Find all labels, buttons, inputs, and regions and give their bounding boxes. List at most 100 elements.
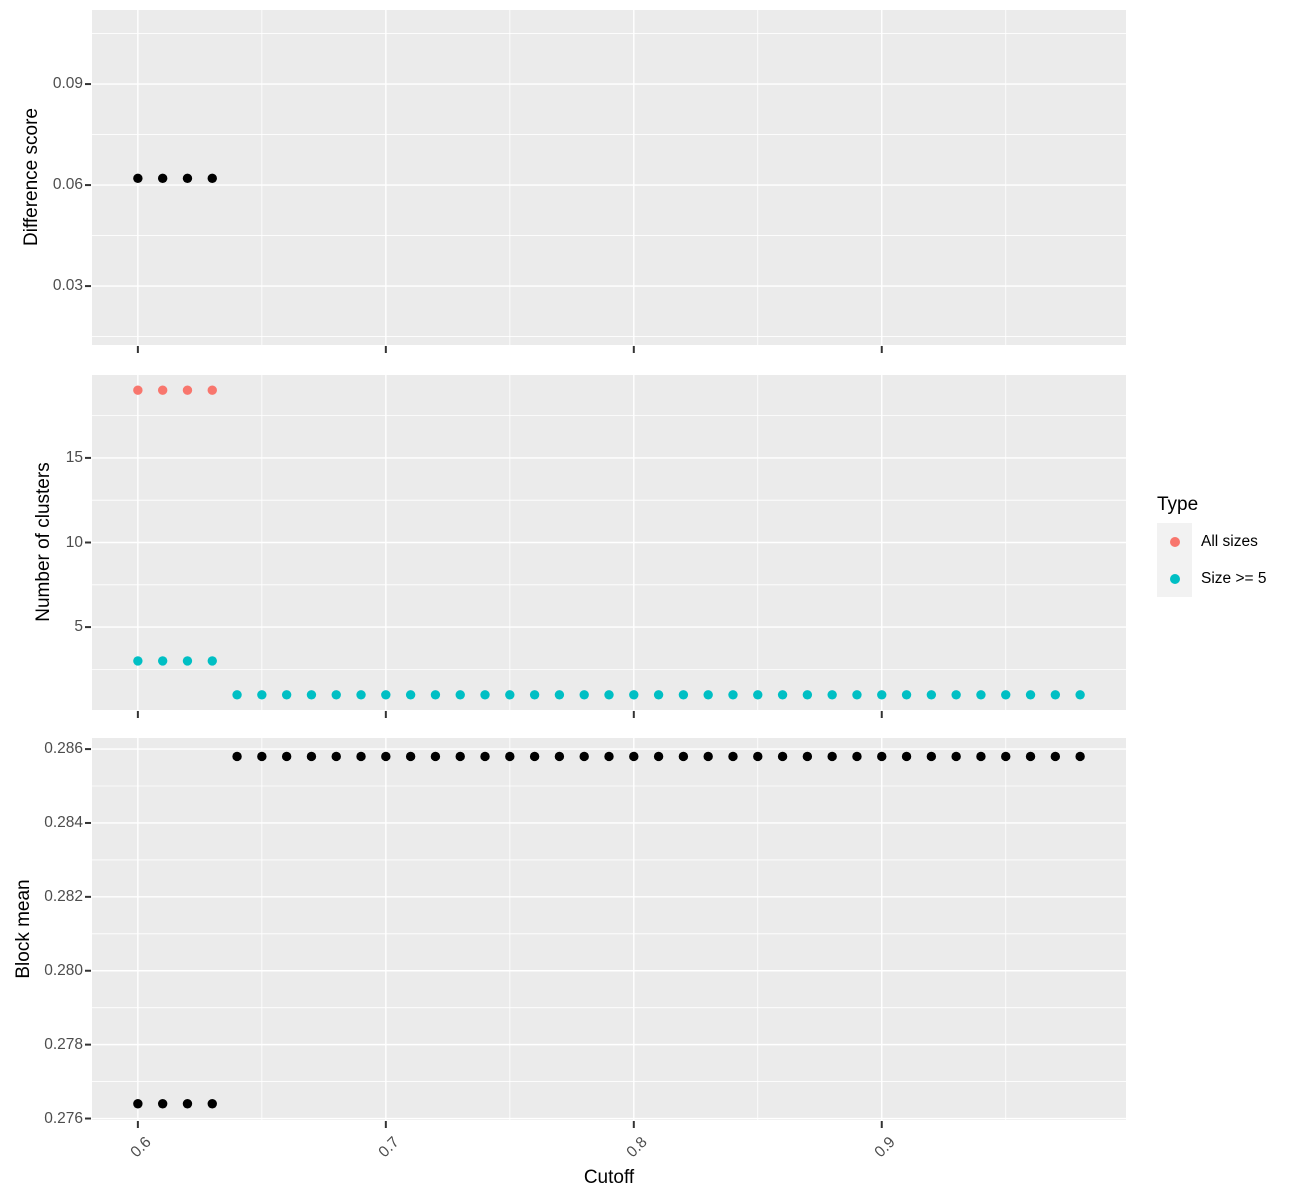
data-point <box>133 385 143 395</box>
data-point <box>430 751 441 762</box>
data-point <box>802 690 813 700</box>
x-axis-title: Cutoff <box>583 1167 635 1188</box>
data-point <box>281 690 292 700</box>
y-tick-label: 0.276 <box>44 1109 83 1127</box>
data-point <box>405 690 416 700</box>
data-point <box>1001 690 1011 700</box>
data-point <box>852 690 862 700</box>
data-point <box>133 656 143 666</box>
data-point <box>480 690 490 700</box>
data-point <box>753 751 763 762</box>
y-tick-label: 0.286 <box>44 740 83 758</box>
data-point <box>728 690 738 700</box>
data-point <box>1050 690 1061 700</box>
data-point <box>753 690 763 700</box>
data-point <box>1050 751 1061 762</box>
legend-item-size-ge-5: Size >= 5 <box>1157 560 1267 597</box>
data-point <box>207 173 217 184</box>
data-point <box>579 751 589 762</box>
data-point <box>653 751 664 762</box>
data-point <box>207 1099 217 1109</box>
data-point <box>678 690 689 700</box>
data-point <box>1025 690 1036 700</box>
data-point <box>232 690 242 700</box>
data-point <box>901 751 912 762</box>
y-tick-label: 15 <box>65 448 83 466</box>
data-point <box>430 690 441 700</box>
y-tick-label: 0.03 <box>52 277 83 295</box>
data-point <box>281 751 292 762</box>
data-point <box>157 385 168 395</box>
data-point <box>703 751 713 762</box>
data-point <box>951 751 961 762</box>
data-point <box>976 690 986 700</box>
data-point <box>381 751 391 762</box>
data-point <box>157 656 168 666</box>
y-tick-label: 10 <box>65 533 83 551</box>
data-point <box>703 690 713 700</box>
y-tick-label: 0.278 <box>44 1035 83 1053</box>
legend-dot-size-ge-5 <box>1169 573 1180 584</box>
legend-key <box>1157 560 1192 597</box>
data-point <box>207 385 217 395</box>
data-point <box>604 690 614 700</box>
data-point <box>505 751 515 762</box>
data-point <box>455 690 465 700</box>
data-point <box>802 751 813 762</box>
data-point <box>926 690 937 700</box>
legend: Type All sizes Size >= 5 <box>1157 494 1267 597</box>
data-point <box>157 173 168 184</box>
data-point <box>554 690 565 700</box>
data-point <box>579 690 589 700</box>
data-point <box>182 1099 193 1109</box>
data-point <box>157 1099 168 1109</box>
legend-label-size-ge-5: Size >= 5 <box>1201 569 1267 587</box>
data-point <box>182 385 193 395</box>
legend-key <box>1157 523 1192 560</box>
data-point <box>976 751 986 762</box>
data-point <box>306 751 317 762</box>
data-point <box>133 173 143 184</box>
data-point <box>257 690 267 700</box>
data-point <box>257 751 267 762</box>
data-point <box>182 656 193 666</box>
data-point <box>1075 690 1085 700</box>
data-point <box>1075 751 1085 762</box>
legend-label-all-sizes: All sizes <box>1201 532 1258 550</box>
data-point <box>529 751 540 762</box>
y-tick-label: 0.280 <box>44 961 83 979</box>
data-point <box>827 690 837 700</box>
data-point <box>554 751 565 762</box>
data-point <box>827 751 837 762</box>
legend-item-all-sizes: All sizes <box>1157 523 1267 560</box>
panel-bg-2 <box>92 738 1126 1120</box>
data-point <box>877 690 887 700</box>
data-point <box>1001 751 1011 762</box>
data-point <box>529 690 540 700</box>
data-point <box>678 751 689 762</box>
data-point <box>455 751 465 762</box>
y-tick-label: 5 <box>74 618 83 636</box>
y-tick-label: 0.06 <box>52 176 83 194</box>
data-point <box>505 690 515 700</box>
data-point <box>629 690 639 700</box>
data-point <box>653 690 664 700</box>
data-point <box>232 751 242 762</box>
y-tick-label: 0.09 <box>52 75 83 93</box>
data-point <box>480 751 490 762</box>
data-point <box>331 751 341 762</box>
y-tick-label: 0.282 <box>44 887 83 905</box>
data-point <box>381 690 391 700</box>
data-point <box>133 1099 143 1109</box>
data-point <box>877 751 887 762</box>
data-point <box>629 751 639 762</box>
data-point <box>405 751 416 762</box>
data-point <box>852 751 862 762</box>
data-point <box>728 751 738 762</box>
data-point <box>1025 751 1036 762</box>
data-point <box>356 751 366 762</box>
data-point <box>901 690 912 700</box>
legend-dot-all-sizes <box>1169 536 1180 547</box>
